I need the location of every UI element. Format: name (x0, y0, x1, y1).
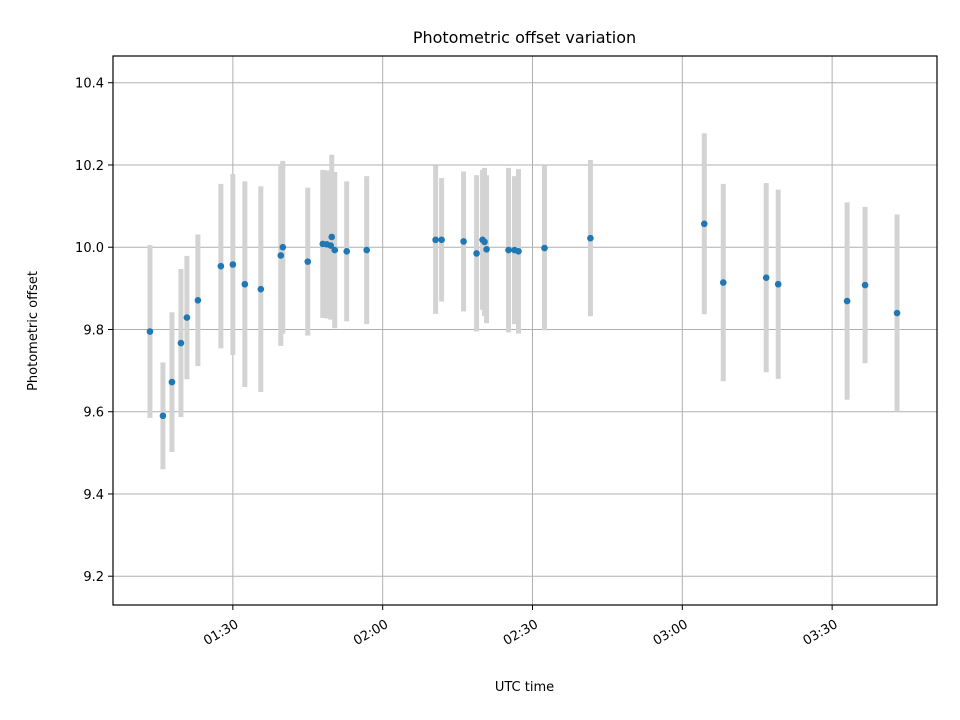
data-point (483, 245, 490, 253)
y-tick-label: 9.4 (83, 488, 104, 503)
data-point (257, 285, 265, 293)
y-tick-label: 10.0 (75, 241, 104, 256)
data-point (277, 252, 285, 259)
data-point (159, 412, 167, 420)
data-point (363, 246, 370, 254)
y-tick-label: 9.2 (83, 570, 104, 585)
y-tick-label: 9.8 (83, 323, 104, 338)
y-tick-label: 9.6 (83, 406, 104, 421)
data-point (194, 296, 202, 304)
data-point (893, 309, 901, 317)
data-point (432, 236, 439, 244)
data-point (146, 328, 154, 335)
grid (113, 56, 937, 605)
data-point (774, 280, 782, 288)
data-point (719, 279, 727, 286)
data-point (331, 246, 339, 254)
data-point (229, 261, 237, 268)
data-point (328, 233, 336, 241)
y-axis-label: Photometric offset (26, 271, 41, 391)
data-point (460, 238, 467, 245)
x-axis-label: UTC time (495, 680, 554, 695)
data-point (183, 314, 191, 321)
data-points (146, 220, 901, 420)
data-point (304, 258, 312, 265)
data-point (343, 248, 351, 255)
data-point (700, 220, 708, 228)
data-point (762, 274, 770, 281)
data-point (541, 244, 548, 252)
y-tick-label: 10.4 (75, 77, 104, 92)
y-tick-label: 10.2 (75, 159, 104, 174)
data-point (843, 297, 851, 305)
data-point (473, 250, 480, 257)
data-point (438, 236, 445, 244)
data-point (481, 238, 488, 246)
data-point (587, 234, 594, 242)
data-point (168, 378, 176, 386)
data-point (505, 246, 512, 254)
chart-title: Photometric offset variation (413, 28, 636, 47)
data-point (279, 243, 287, 251)
data-point (241, 280, 249, 288)
plot-frame (112, 55, 938, 606)
data-point (177, 339, 185, 347)
data-point (515, 248, 522, 255)
data-point (861, 281, 869, 289)
y-axis-ticks: 9.2 9.4 9.6 9.8 10.0 10.2 10.4 (75, 77, 113, 585)
data-point (217, 262, 225, 270)
data-point (327, 242, 335, 249)
